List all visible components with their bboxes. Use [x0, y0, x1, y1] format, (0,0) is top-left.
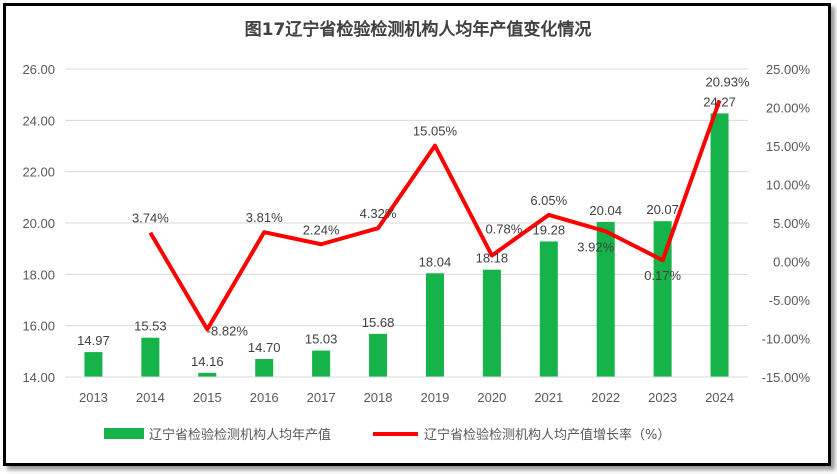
- bar-value-label: 24.27: [703, 94, 736, 109]
- bar-value-label: 14.97: [77, 333, 110, 348]
- y-left-tick-label: 18.00: [22, 267, 55, 282]
- bar: [198, 372, 217, 377]
- x-tick-label: 2017: [307, 390, 336, 405]
- growth-rate-label: 3.92%: [577, 239, 614, 254]
- x-tick-label: 2022: [591, 390, 620, 405]
- bar-value-label: 15.68: [362, 315, 395, 330]
- growth-line: [148, 99, 722, 332]
- bar: [539, 241, 558, 377]
- bar: [255, 359, 274, 377]
- gridlines: [65, 68, 748, 327]
- chart-title: 图17辽宁省检验检测机构人均年产值变化情况: [245, 19, 592, 40]
- legend: 辽宁省检验检测机构人均年产值 辽宁省检验检测机构人均产值增长率（%）: [104, 427, 670, 443]
- growth-rate-label: 3.74%: [132, 211, 169, 226]
- y-left-tick-label: 22.00: [22, 165, 55, 180]
- y-right-tick-label: 20.00%: [766, 101, 811, 116]
- growth-rate-label: 0.78%: [485, 221, 522, 236]
- y-right-tick-label: 25.00%: [766, 62, 811, 77]
- bar: [312, 350, 331, 377]
- bar-value-label: 20.04: [589, 203, 622, 218]
- x-tick-label: 2020: [477, 390, 506, 405]
- y-right-tick-label: 0.00%: [773, 255, 810, 270]
- legend-bar-label: 辽宁省检验检测机构人均年产值: [149, 427, 331, 443]
- y-right-tick-label: 15.00%: [766, 139, 811, 154]
- chart-frame: [3, 3, 831, 466]
- x-tick-label: 2023: [648, 390, 677, 405]
- y-right-tick-label: -15.00%: [762, 370, 811, 385]
- y-right-tick-label: -10.00%: [762, 332, 811, 347]
- bar-value-label: 18.18: [476, 251, 509, 266]
- growth-rate-label: 6.05%: [530, 193, 567, 208]
- y-right-tick-label: 5.00%: [773, 216, 810, 231]
- line-series: [148, 99, 722, 332]
- y-left-tick-label: 16.00: [22, 319, 55, 334]
- bar: [369, 333, 388, 377]
- growth-rate-label: 20.93%: [705, 74, 750, 89]
- growth-rate-label: 0.17%: [644, 268, 681, 283]
- y-left-tick-label: 20.00: [22, 216, 55, 231]
- x-tick-label: 2013: [79, 390, 108, 405]
- y-left-tick-label: 14.00: [22, 370, 55, 385]
- bar-value-label: 14.16: [191, 354, 224, 369]
- bar: [141, 337, 160, 377]
- bar-value-label: 20.07: [646, 202, 679, 217]
- bar: [596, 221, 615, 377]
- bar: [653, 221, 672, 377]
- bar-value-label: 15.03: [305, 332, 338, 347]
- y-right-tick-label: 10.00%: [766, 178, 811, 193]
- growth-rate-label: 3.81%: [246, 210, 283, 225]
- growth-rate-label: 2.24%: [303, 222, 340, 237]
- x-tick-label: 2014: [136, 390, 165, 405]
- x-tick-label: 2021: [534, 390, 563, 405]
- bar: [84, 352, 103, 377]
- y-left-tick-label: 26.00: [22, 62, 55, 77]
- legend-bar-swatch: [104, 428, 144, 439]
- data-labels: 14.97 15.53 14.16 14.70 15.03 15.68 18.04 18.18…: [77, 74, 750, 369]
- axes: 14.00 16.00 18.00 20.00 22.00 24.00 26.00 -15.0…: [22, 62, 810, 405]
- bar: [425, 273, 444, 377]
- bar-value-label: 14.70: [248, 340, 281, 355]
- y-right-tick-label: -5.00%: [769, 293, 811, 308]
- legend-line-label: 辽宁省检验检测机构人均产值增长率（%）: [424, 427, 670, 443]
- x-tick-label: 2016: [250, 390, 279, 405]
- bar-value-label: 19.28: [533, 222, 566, 237]
- growth-rate-label: 4.32%: [360, 206, 397, 221]
- y-left-tick-label: 24.00: [22, 113, 55, 128]
- x-tick-label: 2015: [193, 390, 222, 405]
- growth-rate-label: 15.05%: [413, 124, 458, 139]
- growth-rate-label: -8.82%: [207, 323, 249, 338]
- bar-value-label: 18.04: [419, 254, 452, 269]
- bar-value-label: 15.53: [134, 319, 167, 334]
- bar-series: [84, 113, 729, 378]
- x-tick-label: 2018: [364, 390, 393, 405]
- bar: [710, 113, 729, 378]
- bar: [482, 269, 501, 377]
- x-tick-label: 2019: [420, 390, 449, 405]
- x-tick-label: 2024: [705, 390, 734, 405]
